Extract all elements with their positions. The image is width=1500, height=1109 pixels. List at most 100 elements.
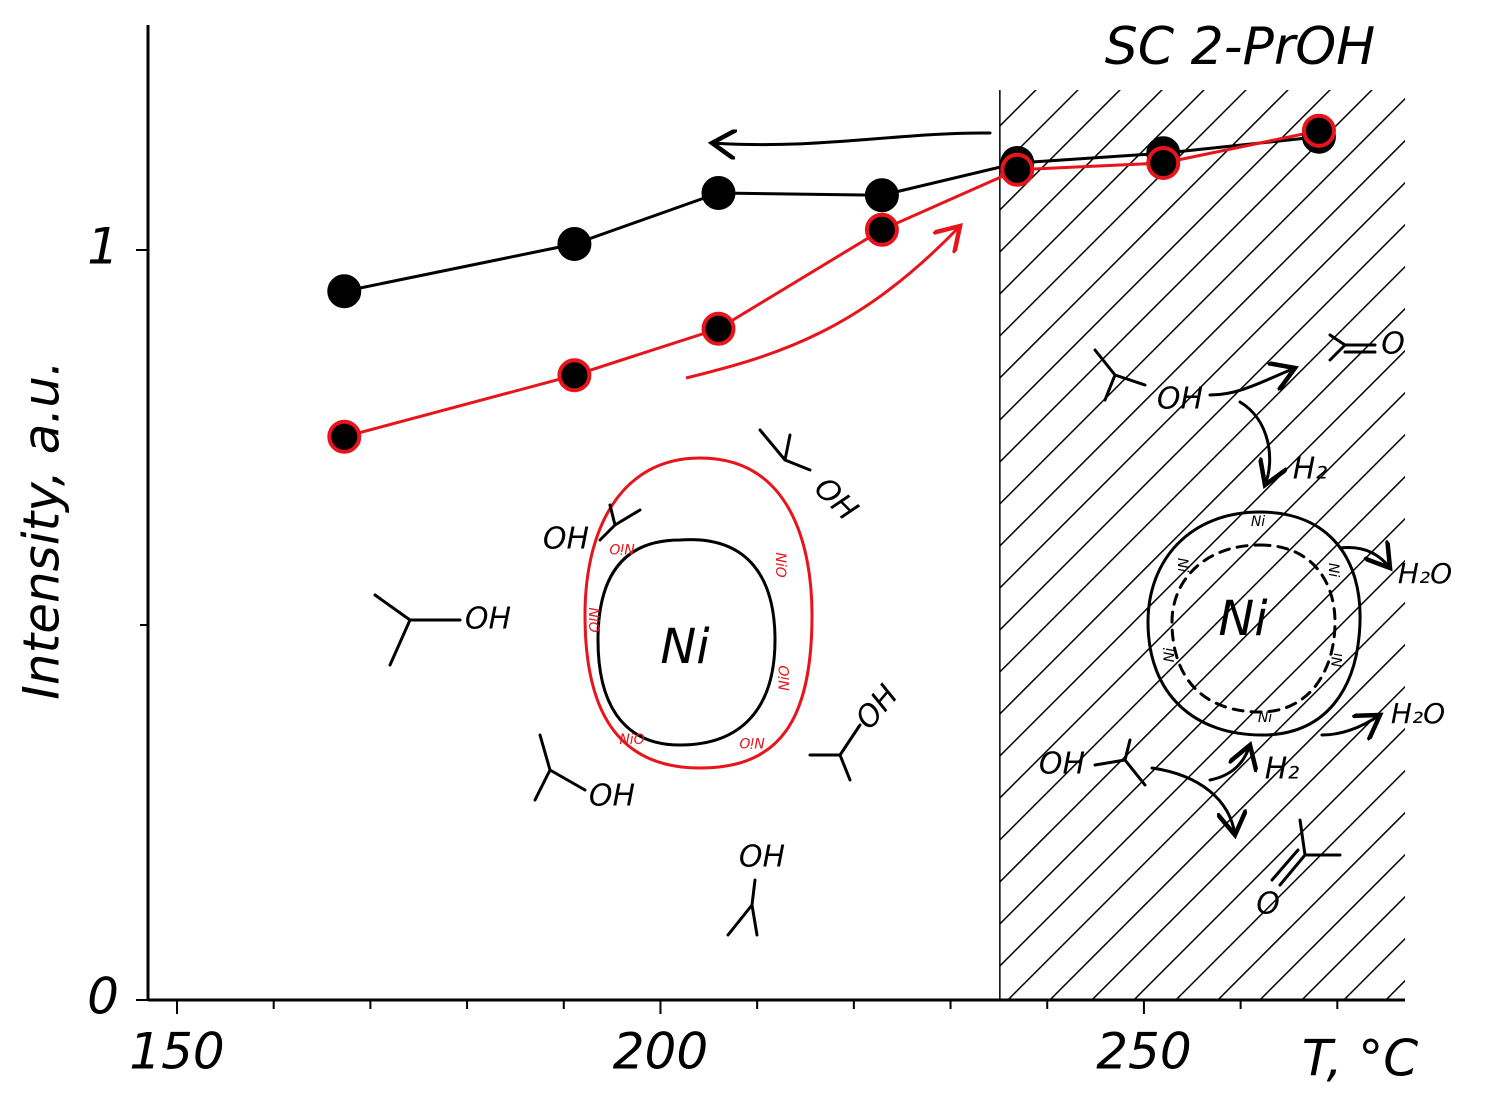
y-tick-label: 1 [87, 218, 119, 276]
molecule [598, 503, 642, 542]
y-axis-label: Intensity, a.u. [13, 360, 71, 700]
annotation: Ni [1174, 558, 1190, 572]
annotation: NiO [777, 665, 793, 690]
x-tick-label: 200 [613, 1023, 708, 1081]
annotation: NiO [772, 552, 788, 577]
hatch-line [999, 307, 1406, 716]
hatch-line [999, 90, 1331, 422]
annotation: Ni [1258, 710, 1272, 726]
annotation: OH [543, 522, 589, 557]
molecule [1093, 348, 1147, 402]
annotation: H₂ [1265, 752, 1300, 787]
annotation: H₂ [1293, 452, 1328, 487]
reaction-arrow [1208, 745, 1250, 782]
hatch-line [999, 349, 1406, 758]
hatch-line [999, 391, 1406, 800]
reaction-arrow [1338, 547, 1390, 568]
annotation: O [1381, 327, 1405, 362]
hatch-line [999, 223, 1406, 632]
reaction-arrow [1238, 400, 1270, 485]
heating-arrow [685, 226, 960, 380]
ni-core [1146, 510, 1362, 737]
data-point [557, 227, 592, 261]
annotation: NiO [609, 540, 634, 556]
hatch-line [1049, 643, 1406, 1000]
annotation: Ni [1325, 563, 1341, 577]
x-axis-label: T, °C [1302, 1030, 1418, 1088]
hatched-region [0, 50, 1500, 1000]
data-point [701, 311, 736, 346]
hatch-line [999, 517, 1406, 926]
molecule [758, 428, 812, 472]
hatch-line [999, 559, 1406, 968]
data-point [1146, 146, 1181, 180]
hatch-line [999, 433, 1406, 842]
data-point [864, 178, 899, 213]
hatch-line [0, 50, 950, 1000]
data-point [1301, 113, 1336, 148]
molecule [1093, 738, 1147, 787]
nio-shell [583, 456, 814, 770]
hatch-line [999, 97, 1406, 506]
annotation: Ni [660, 619, 710, 675]
hatch-line [999, 90, 1079, 170]
data-point [327, 274, 362, 309]
molecule [808, 723, 862, 782]
hatch-line [1217, 811, 1406, 1000]
annotation: Ni [1218, 591, 1268, 647]
hatch-line [1428, 50, 1500, 1000]
data-point [1000, 152, 1035, 187]
molecule [373, 593, 462, 667]
ni-surface [1170, 543, 1337, 714]
data-point [864, 212, 899, 247]
annotation: H₂O [1391, 697, 1445, 730]
hatch-line [1343, 937, 1406, 1000]
annotation: NiO [739, 734, 764, 750]
molecule [1270, 818, 1342, 887]
annotation: OH [589, 779, 635, 814]
hatch-line [999, 90, 1373, 464]
hatch-line [999, 90, 1205, 296]
annotation: NiO [619, 732, 644, 748]
hatch-line [1007, 601, 1406, 1000]
annotation: OH [739, 840, 785, 875]
cooling-arrow [712, 133, 992, 145]
hatch-line [1091, 685, 1406, 1000]
annotation: O [1256, 887, 1280, 922]
x-tick-label: 250 [1096, 1023, 1191, 1081]
molecule [533, 733, 587, 802]
hatch-line [1175, 769, 1406, 1000]
molecule [726, 878, 759, 937]
hatch-line [999, 90, 1163, 254]
hatch-line [42, 50, 992, 1000]
reaction-arrow [1320, 715, 1380, 735]
annotation: Ni [1251, 514, 1265, 530]
annotation: OH [465, 602, 511, 637]
annotation: NiO [585, 607, 601, 632]
data-point [557, 358, 592, 393]
annotation: OH [1157, 382, 1203, 417]
ni-core [596, 538, 777, 747]
hatch-line [999, 90, 1289, 380]
hatch-line [999, 475, 1406, 884]
annotation: H₂O [1398, 557, 1452, 590]
reaction-arrow [1150, 766, 1235, 835]
x-tick-label: 150 [129, 1023, 224, 1081]
hatch-line [1470, 50, 1500, 1000]
hatch-line [999, 139, 1406, 548]
molecule [1328, 333, 1377, 362]
chart-title: SC 2-PrOH [1105, 17, 1375, 77]
reaction-arrow [1208, 368, 1295, 397]
hatch-line [999, 265, 1406, 674]
hatch-line [1301, 895, 1406, 1000]
annotation: OH [807, 471, 864, 528]
hatch-line [1133, 727, 1406, 1000]
data-point [327, 419, 362, 454]
hatch-line [999, 181, 1406, 590]
y-tick-label: 0 [87, 968, 119, 1026]
data-point [701, 176, 736, 210]
annotation: OH [1039, 747, 1085, 782]
annotation: Ni [1330, 653, 1346, 667]
annotation: Ni [1162, 648, 1178, 662]
